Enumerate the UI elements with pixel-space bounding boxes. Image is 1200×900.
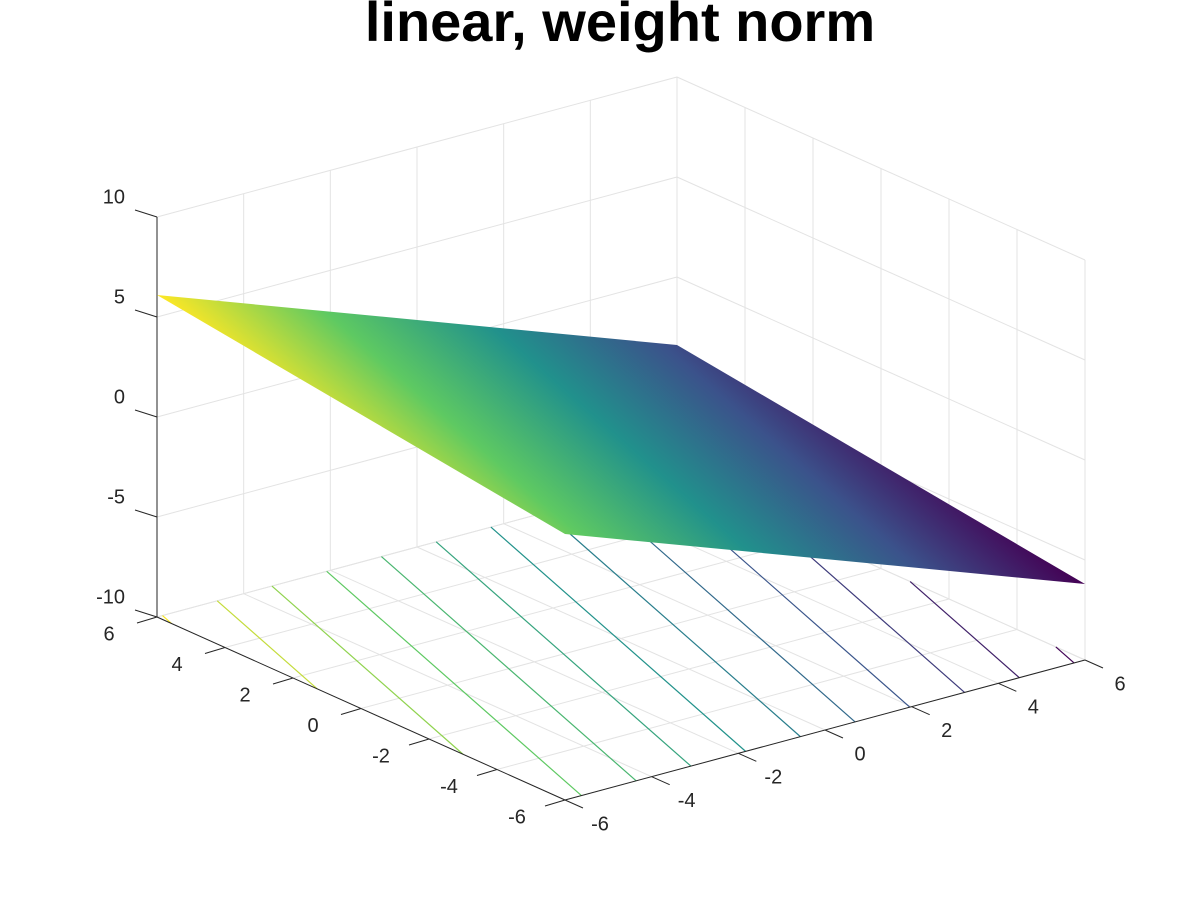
grid-line xyxy=(360,568,882,709)
tick-mark xyxy=(564,799,584,809)
tick-mark xyxy=(134,409,158,418)
grid-line xyxy=(156,76,678,218)
surface xyxy=(157,295,1085,584)
contour-line xyxy=(271,585,464,755)
y-tick-label: -6 xyxy=(508,806,526,828)
contour-line xyxy=(381,556,637,782)
grid-line xyxy=(156,176,678,318)
y-tick-label: 2 xyxy=(239,684,250,706)
grid-line xyxy=(292,537,814,679)
tick-mark xyxy=(204,647,226,654)
tick-mark xyxy=(134,209,158,218)
grid-line xyxy=(428,598,950,740)
y-tick-label: 4 xyxy=(171,654,182,676)
x-tick-label: -6 xyxy=(591,813,609,835)
y-tick-label: 0 xyxy=(307,715,318,737)
chart-title: linear, weight norm xyxy=(365,0,875,53)
y-tick-label: -4 xyxy=(440,776,458,798)
x-tick-label: 4 xyxy=(1028,697,1039,719)
grid-line xyxy=(676,276,1086,461)
tick-mark xyxy=(136,616,158,624)
tick-mark xyxy=(340,708,362,715)
z-tick-label: 0 xyxy=(114,386,125,408)
contour-line xyxy=(1055,646,1075,664)
tick-mark xyxy=(911,706,930,716)
grid-line xyxy=(676,76,1086,261)
contour-line xyxy=(909,581,1020,679)
tick-mark xyxy=(272,677,294,685)
tick-mark xyxy=(544,799,566,807)
grid-line xyxy=(676,176,1086,361)
x-tick-label: 6 xyxy=(1114,673,1125,695)
z-tick-label: -10 xyxy=(96,586,125,608)
contour-line xyxy=(545,511,801,738)
tick-mark xyxy=(998,682,1017,692)
tick-mark xyxy=(134,609,158,618)
contour-line xyxy=(216,600,318,690)
y-tick-label: 6 xyxy=(103,623,114,645)
x-tick-label: 2 xyxy=(941,720,952,742)
grid-line xyxy=(496,629,1018,770)
y-tick-label: -2 xyxy=(372,745,390,767)
x-tick-label: 0 xyxy=(854,743,865,765)
x-tick-label: -2 xyxy=(764,767,782,789)
tick-mark xyxy=(408,738,430,746)
z-tick-label: -5 xyxy=(107,486,125,508)
tick-mark xyxy=(651,776,670,786)
contour-line xyxy=(490,526,747,752)
tick-mark xyxy=(134,309,158,318)
z-tick-label: 5 xyxy=(114,286,125,308)
tick-mark xyxy=(134,509,158,518)
contour-line xyxy=(162,615,172,624)
z-tick-label: 10 xyxy=(103,186,125,208)
tick-mark xyxy=(824,729,844,739)
x-tick-label: -4 xyxy=(678,790,696,812)
contour-line xyxy=(326,570,582,797)
tick-mark xyxy=(476,769,498,776)
tick-mark xyxy=(738,752,757,762)
contour-line xyxy=(435,541,692,767)
tick-mark xyxy=(1084,659,1104,669)
